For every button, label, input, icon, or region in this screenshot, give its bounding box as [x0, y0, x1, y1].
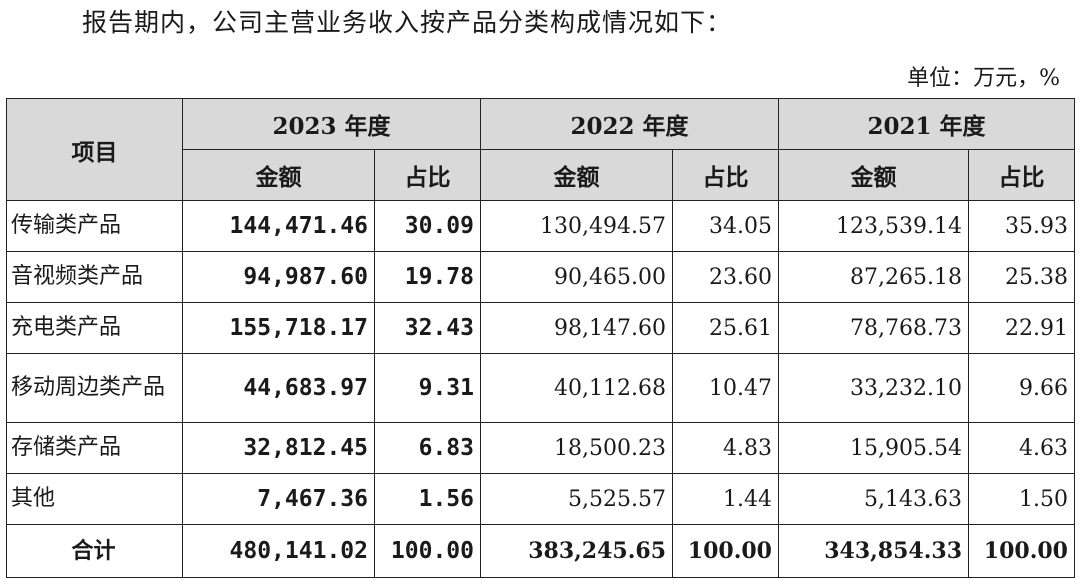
row-label: 其他 — [6, 473, 183, 525]
amount-2021: 78,768.73 — [778, 302, 969, 354]
table-row: 移动周边类产品 44,683.97 9.31 40,112.68 10.47 3… — [6, 353, 1075, 423]
total-ratio-2022: 100.00 — [672, 524, 779, 578]
amount-2021: 87,265.18 — [778, 251, 969, 303]
amount-2022: 5,525.57 — [480, 473, 673, 525]
header-year-2021: 2021 年度 — [778, 98, 1075, 150]
amount-2023: 32,812.45 — [182, 422, 375, 474]
ratio-2022: 10.47 — [672, 353, 779, 423]
amount-2022: 40,112.68 — [480, 353, 673, 423]
header-amount: 金额 — [778, 149, 969, 201]
ratio-2023: 32.43 — [374, 302, 481, 354]
ratio-2021: 1.50 — [968, 473, 1075, 525]
header-ratio: 占比 — [374, 149, 481, 201]
amount-2023: 44,683.97 — [182, 353, 375, 423]
ratio-2022: 1.44 — [672, 473, 779, 525]
row-label: 充电类产品 — [6, 302, 183, 354]
ratio-2022: 23.60 — [672, 251, 779, 303]
amount-2022: 130,494.57 — [480, 200, 673, 252]
total-ratio-2021: 100.00 — [968, 524, 1075, 578]
table-row: 存储类产品 32,812.45 6.83 18,500.23 4.83 15,9… — [6, 422, 1075, 474]
total-ratio-2023: 100.00 — [374, 524, 481, 578]
total-amount-2023: 480,141.02 — [182, 524, 375, 578]
ratio-2021: 4.63 — [968, 422, 1075, 474]
ratio-2023: 19.78 — [374, 251, 481, 303]
ratio-2021: 25.38 — [968, 251, 1075, 303]
header-item: 项目 — [6, 98, 183, 201]
amount-2023: 144,471.46 — [182, 200, 375, 252]
header-year-2023: 2023 年度 — [182, 98, 481, 150]
row-label: 移动周边类产品 — [6, 353, 183, 423]
amount-2022: 18,500.23 — [480, 422, 673, 474]
ratio-2023: 9.31 — [374, 353, 481, 423]
ratio-2022: 25.61 — [672, 302, 779, 354]
unit-label: 单位：万元，% — [907, 66, 1060, 91]
row-label: 传输类产品 — [6, 200, 183, 252]
total-amount-2022: 383,245.65 — [480, 524, 673, 578]
total-amount-2021: 343,854.33 — [778, 524, 969, 578]
revenue-by-product-table: 项目 2023 年度 2022 年度 2021 年度 金额 占比 金额 占比 金… — [6, 98, 1075, 578]
ratio-2023: 30.09 — [374, 200, 481, 252]
amount-2022: 90,465.00 — [480, 251, 673, 303]
table-row: 其他 7,467.36 1.56 5,525.57 1.44 5,143.63 … — [6, 473, 1075, 525]
ratio-2022: 4.83 — [672, 422, 779, 474]
total-row: 合计 480,141.02 100.00 383,245.65 100.00 3… — [6, 524, 1075, 578]
table-row: 充电类产品 155,718.17 32.43 98,147.60 25.61 7… — [6, 302, 1075, 354]
ratio-2021: 9.66 — [968, 353, 1075, 423]
ratio-2023: 6.83 — [374, 422, 481, 474]
amount-2021: 5,143.63 — [778, 473, 969, 525]
header-row-metrics: 金额 占比 金额 占比 金额 占比 — [7, 149, 1075, 201]
header-ratio: 占比 — [672, 149, 779, 201]
total-label: 合计 — [6, 524, 183, 578]
amount-2023: 94,987.60 — [182, 251, 375, 303]
header-ratio: 占比 — [968, 149, 1075, 201]
amount-2021: 123,539.14 — [778, 200, 969, 252]
intro-text: 报告期内，公司主营业务收入按产品分类构成情况如下： — [82, 8, 733, 37]
amount-2021: 15,905.54 — [778, 422, 969, 474]
header-row-years: 项目 2023 年度 2022 年度 2021 年度 — [6, 98, 1075, 201]
amount-2021: 33,232.10 — [778, 353, 969, 423]
ratio-2022: 34.05 — [672, 200, 779, 252]
header-amount: 金额 — [182, 149, 375, 201]
header-year-2022: 2022 年度 — [480, 98, 779, 150]
table-row: 传输类产品 144,471.46 30.09 130,494.57 34.05 … — [6, 200, 1075, 252]
ratio-2021: 35.93 — [968, 200, 1075, 252]
ratio-2021: 22.91 — [968, 302, 1075, 354]
amount-2023: 7,467.36 — [182, 473, 375, 525]
row-label: 存储类产品 — [6, 422, 183, 474]
row-label: 音视频类产品 — [6, 251, 183, 303]
amount-2023: 155,718.17 — [182, 302, 375, 354]
amount-2022: 98,147.60 — [480, 302, 673, 354]
table-row: 音视频类产品 94,987.60 19.78 90,465.00 23.60 8… — [6, 251, 1075, 303]
header-amount: 金额 — [480, 149, 673, 201]
ratio-2023: 1.56 — [374, 473, 481, 525]
